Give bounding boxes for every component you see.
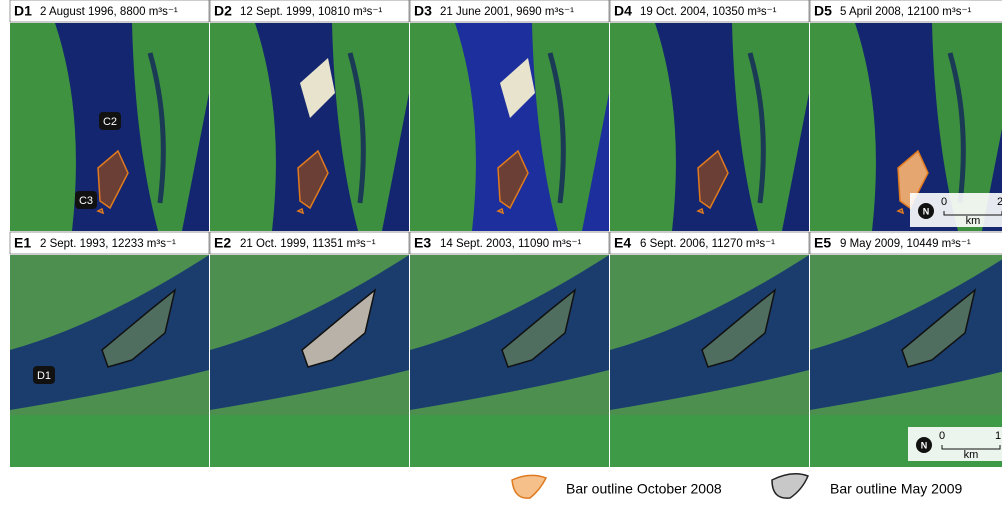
map-label: C2: [103, 116, 117, 128]
map-label: C3: [79, 195, 93, 207]
panel-id: E5: [814, 235, 831, 251]
satellite-image: [610, 23, 809, 231]
legend-label: Bar outline May 2009: [830, 481, 963, 497]
fields: [610, 415, 809, 467]
satellite-image: [210, 23, 409, 231]
panel-caption: 21 Oct. 1999, 11351 m³s⁻¹: [240, 238, 376, 250]
panel-id: E4: [614, 235, 631, 251]
figure: Bar outline October 2008 Bar outline May…: [0, 0, 1002, 508]
satellite-image: N 0 2 km: [810, 23, 1002, 231]
panel-caption: 6 Sept. 2006, 11270 m³s⁻¹: [640, 238, 775, 250]
satellite-image: [210, 255, 409, 467]
fields: [410, 415, 609, 467]
panel-caption: 19 Oct. 2004, 10350 m³s⁻¹: [640, 6, 777, 18]
panel-caption: 9 May 2009, 10449 m³s⁻¹: [840, 238, 971, 250]
fields: [210, 415, 409, 467]
satellite-image: [410, 255, 609, 467]
panel-id: E3: [414, 235, 431, 251]
satellite-image: C2 C3: [10, 23, 209, 231]
scale-unit: km: [964, 449, 979, 461]
legend-label: Bar outline October 2008: [566, 481, 722, 497]
panel-caption: 21 June 2001, 9690 m³s⁻¹: [440, 6, 574, 18]
panel-id: D5: [814, 3, 832, 19]
satellite-image: N 0 1 km: [810, 255, 1002, 467]
map-label: D1: [37, 370, 51, 382]
scale-end: 2: [997, 196, 1002, 208]
panel-caption: 2 Sept. 1993, 12233 m³s⁻¹: [40, 238, 176, 250]
panel-caption: 2 August 1996, 8800 m³s⁻¹: [40, 6, 178, 18]
scale-start: 0: [939, 430, 945, 442]
north-label: N: [923, 206, 930, 216]
scale-end: 1: [995, 430, 1001, 442]
panel-caption: 14 Sept. 2003, 11090 m³s⁻¹: [440, 238, 582, 250]
panel-id: D3: [414, 3, 432, 19]
satellite-image: [610, 255, 809, 467]
panel-id: D4: [614, 3, 632, 19]
fields: [10, 415, 209, 467]
north-label: N: [921, 440, 928, 450]
panel-id: D1: [14, 3, 32, 19]
panel-caption: 5 April 2008, 12100 m³s⁻¹: [840, 6, 972, 18]
satellite-image: [410, 23, 609, 231]
satellite-image: D1: [10, 255, 209, 467]
panel-id: D2: [214, 3, 232, 19]
scale-start: 0: [941, 196, 947, 208]
panel-id: E2: [214, 235, 231, 251]
scale-unit: km: [966, 215, 981, 227]
panel-caption: 12 Sept. 1999, 10810 m³s⁻¹: [240, 6, 382, 18]
panel-id: E1: [14, 235, 31, 251]
